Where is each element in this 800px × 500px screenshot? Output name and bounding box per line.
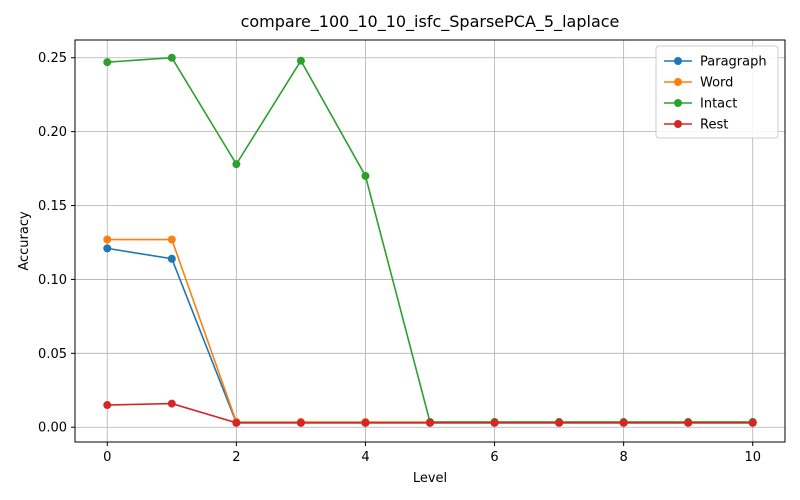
legend-box bbox=[655, 45, 779, 139]
legend-label: Word bbox=[700, 76, 733, 91]
data-point bbox=[361, 171, 370, 180]
data-point bbox=[167, 399, 176, 408]
series-word bbox=[103, 235, 757, 427]
x-tick-label: 0 bbox=[103, 450, 111, 465]
series-layer bbox=[103, 53, 757, 427]
data-point bbox=[296, 418, 305, 427]
data-point bbox=[555, 418, 564, 427]
legend-marker bbox=[674, 99, 682, 107]
y-tick-label: 0.20 bbox=[38, 125, 67, 140]
data-point bbox=[167, 254, 176, 263]
legend-marker bbox=[674, 78, 682, 86]
data-point bbox=[361, 418, 370, 427]
data-point bbox=[684, 418, 693, 427]
legend-label: Intact bbox=[700, 97, 737, 112]
data-point bbox=[748, 418, 757, 427]
x-tick-label: 6 bbox=[490, 450, 498, 465]
legend-item: Rest bbox=[664, 118, 728, 133]
data-point bbox=[103, 58, 112, 67]
x-axis-label: Level bbox=[413, 471, 447, 486]
legend: Paragraph Word Intact Rest bbox=[655, 45, 779, 139]
chart-title: compare_100_10_10_isfc_SparsePCA_5_lapla… bbox=[241, 12, 620, 32]
legend-marker bbox=[674, 57, 682, 65]
data-point bbox=[167, 53, 176, 62]
y-axis-label: Accuracy bbox=[17, 211, 32, 271]
data-point bbox=[103, 235, 112, 244]
data-point bbox=[296, 56, 305, 65]
x-tick-label: 10 bbox=[744, 450, 761, 465]
series-rest bbox=[103, 399, 757, 427]
plot-frame bbox=[74, 39, 786, 443]
x-tick-label: 4 bbox=[361, 450, 369, 465]
x-tick-label: 8 bbox=[619, 450, 627, 465]
series-paragraph bbox=[103, 244, 757, 427]
y-tick-label: 0.05 bbox=[38, 347, 67, 362]
x-tick-label: 2 bbox=[232, 450, 240, 465]
series-line bbox=[107, 238, 753, 423]
data-point bbox=[490, 418, 499, 427]
data-point bbox=[103, 244, 112, 253]
legend-label: Rest bbox=[700, 118, 728, 133]
axis-ticks: 0 2 4 6 8 10 0.00 0.05 0.10 0.15 0.20 0.25 bbox=[38, 51, 761, 465]
y-tick-label: 0.15 bbox=[38, 199, 67, 214]
y-tick-label: 0.10 bbox=[38, 273, 67, 288]
series-line bbox=[107, 247, 753, 424]
data-point bbox=[426, 418, 434, 427]
data-point bbox=[167, 235, 176, 244]
data-point bbox=[619, 418, 628, 427]
data-point bbox=[103, 401, 112, 410]
legend-item: Paragraph bbox=[664, 55, 767, 70]
legend-label: Paragraph bbox=[700, 55, 767, 70]
y-tick-label: 0.25 bbox=[38, 51, 67, 66]
legend-item: Word bbox=[664, 76, 733, 91]
y-tick-label: 0.00 bbox=[38, 421, 67, 436]
legend-marker bbox=[674, 120, 682, 128]
legend-item: Intact bbox=[664, 97, 737, 112]
data-point bbox=[232, 418, 241, 427]
data-point bbox=[232, 160, 241, 169]
